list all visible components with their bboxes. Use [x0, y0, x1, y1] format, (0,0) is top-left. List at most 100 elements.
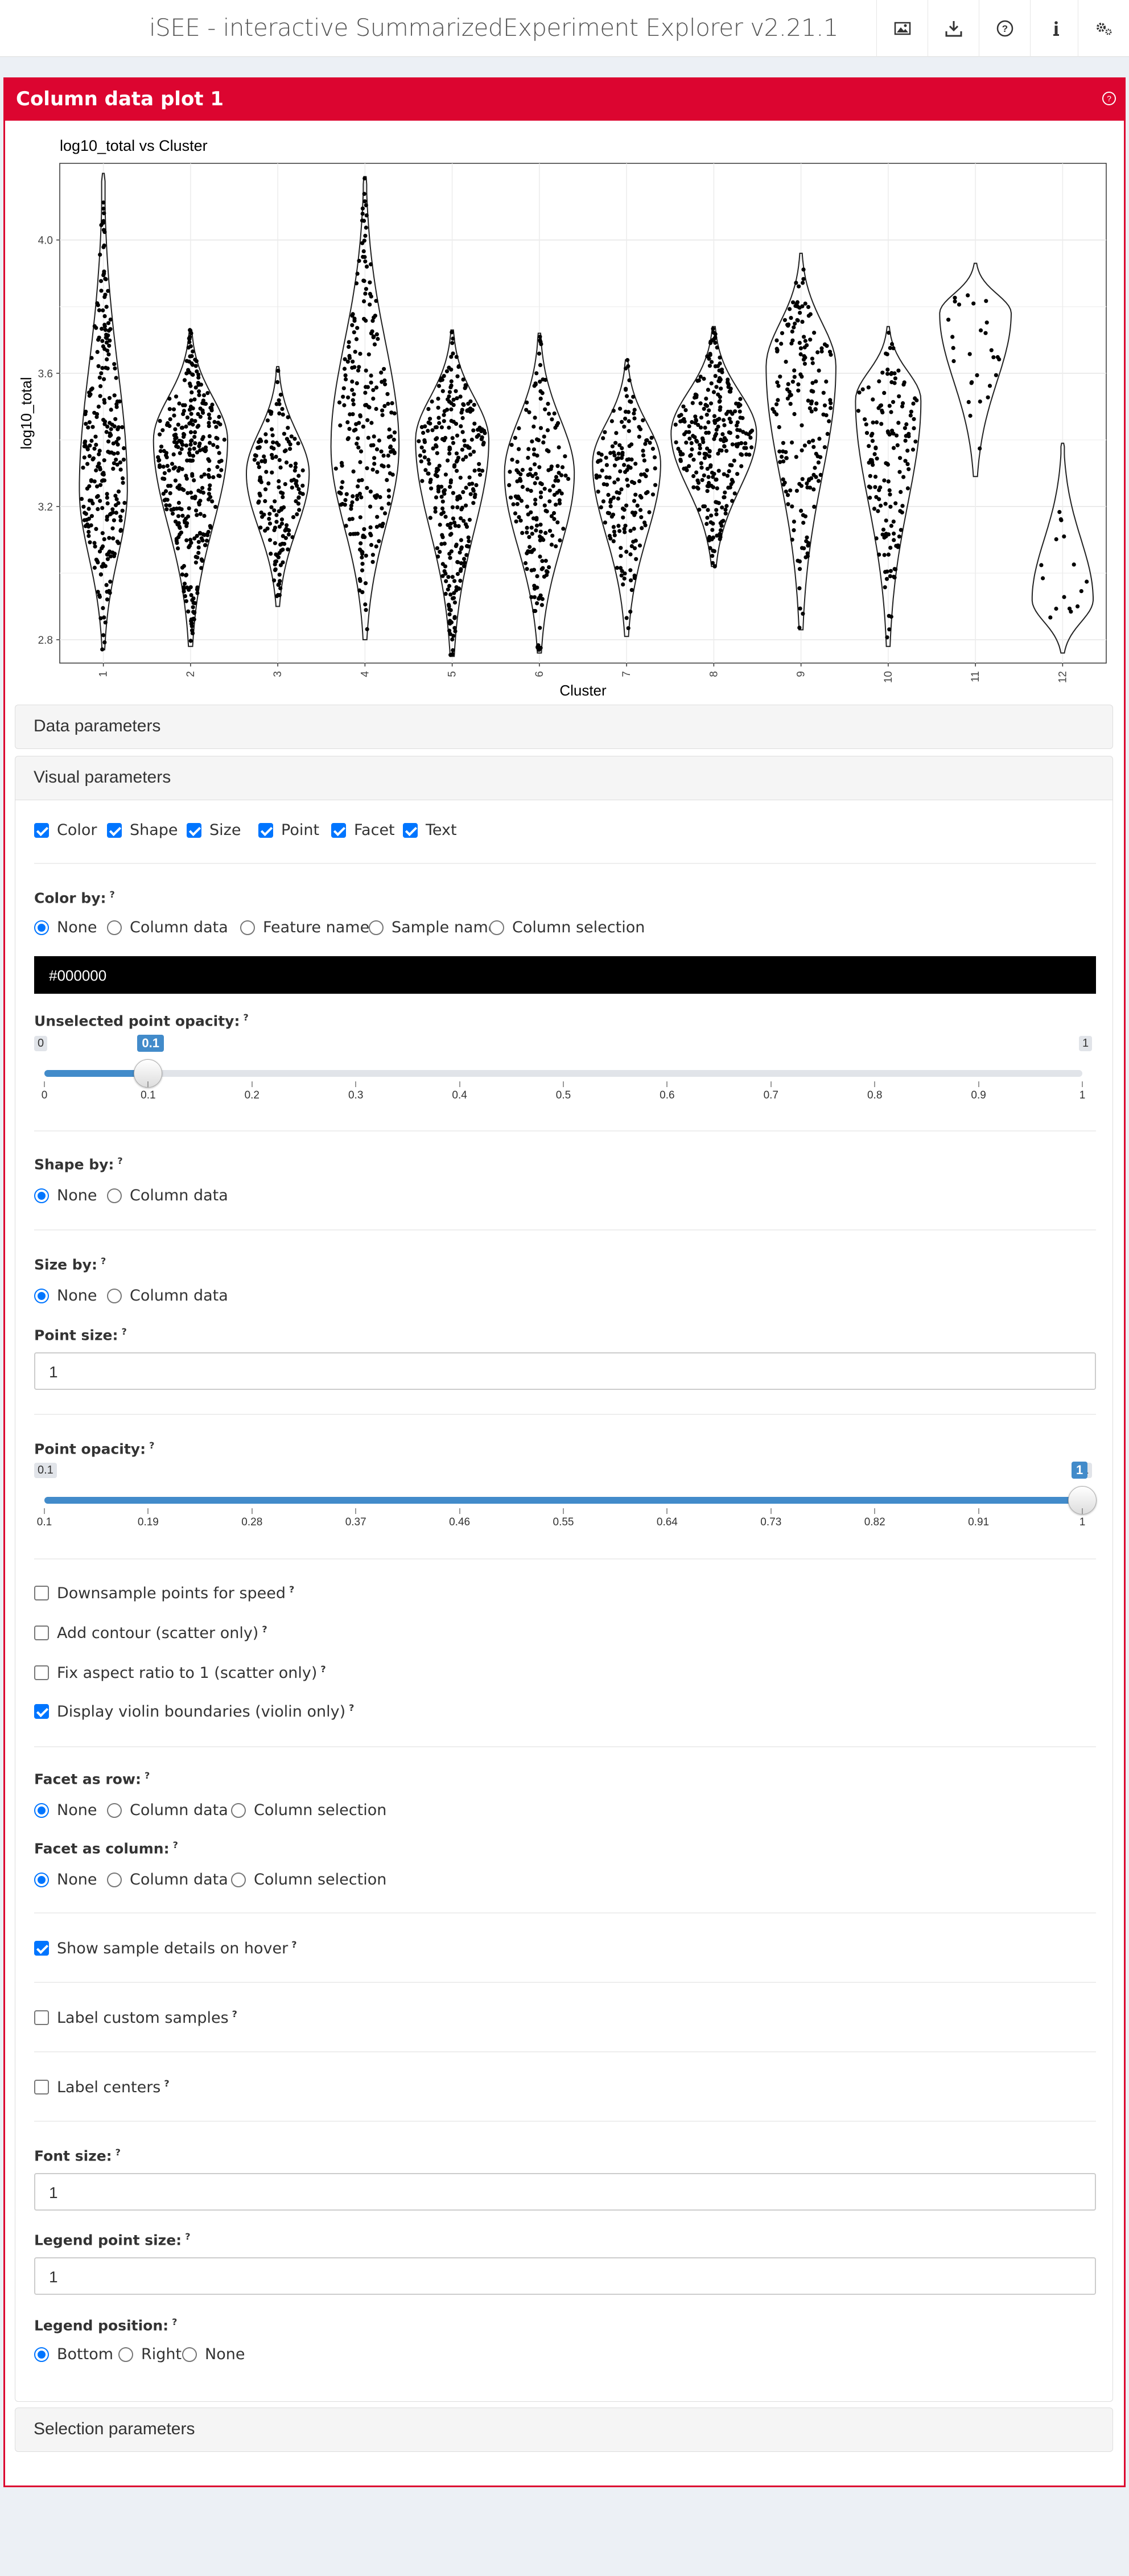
toggle-shape-checkbox[interactable]	[107, 823, 122, 838]
radio-sample-name[interactable]	[369, 920, 384, 935]
data-point	[866, 385, 871, 390]
data-point	[270, 470, 274, 475]
data-point	[195, 450, 199, 455]
radio-column-data[interactable]	[107, 1803, 122, 1818]
data-point	[514, 519, 518, 524]
radio-column-selection[interactable]	[231, 1803, 246, 1818]
display-violin-boundaries-violin-only-checkbox[interactable]	[34, 1704, 49, 1719]
radio-none[interactable]	[34, 1289, 49, 1303]
data-point	[356, 368, 361, 373]
data-point	[699, 415, 704, 420]
visual-parameters-header[interactable]: Visual parameters	[15, 756, 1113, 800]
settings-button[interactable]	[1078, 0, 1129, 57]
radio-none[interactable]	[34, 920, 49, 935]
data-point	[442, 409, 447, 413]
font-size-input[interactable]: 1	[34, 2173, 1096, 2211]
data-point	[889, 371, 894, 376]
data-point	[423, 424, 427, 429]
legend-point-size-input[interactable]: 1	[34, 2257, 1096, 2295]
slider-track[interactable]	[44, 1070, 1082, 1077]
fix-aspect-ratio-to-1-scatter-only-checkbox[interactable]	[34, 1665, 49, 1680]
data-point	[552, 492, 557, 497]
data-point	[207, 424, 211, 429]
radio-column-data[interactable]	[107, 1188, 122, 1203]
data-point	[180, 425, 185, 430]
data-point	[205, 391, 210, 396]
radio-feature-name[interactable]	[240, 920, 255, 935]
data-point	[392, 438, 396, 442]
data-point	[808, 338, 813, 342]
data-point	[190, 631, 195, 636]
data-point	[788, 488, 793, 493]
label-custom-samples-checkbox[interactable]	[34, 2010, 49, 2025]
data-point	[797, 586, 802, 591]
data-point	[436, 467, 440, 472]
data-point	[428, 421, 432, 426]
info-button[interactable]	[1030, 0, 1081, 57]
radio-none[interactable]	[34, 1873, 49, 1887]
toggle-text-checkbox[interactable]	[403, 823, 418, 838]
violin-plot[interactable]: log10_total vs ClusterClusterlog10_total…	[11, 128, 1118, 703]
help-tour-button[interactable]: ?	[979, 0, 1030, 57]
radio-column-data[interactable]	[107, 920, 122, 935]
data-point	[617, 529, 622, 533]
data-point	[913, 439, 918, 444]
data-point	[472, 402, 476, 407]
data-point	[464, 503, 468, 508]
data-point	[448, 632, 453, 636]
radio-right[interactable]	[118, 2347, 133, 2362]
data-point	[462, 557, 467, 561]
data-point	[108, 431, 112, 436]
point-size-input[interactable]: 1	[34, 1352, 1096, 1390]
export-image-button[interactable]	[876, 0, 928, 57]
slider-tick	[1082, 1081, 1083, 1087]
data-point	[727, 417, 732, 421]
radio-bottom[interactable]	[34, 2347, 49, 2362]
selection-parameters-header[interactable]: Selection parameters	[15, 2408, 1113, 2452]
data-point	[801, 268, 806, 272]
data-point	[89, 514, 94, 519]
data-point	[278, 392, 283, 397]
radio-none[interactable]	[34, 1188, 49, 1203]
data-point	[389, 450, 393, 454]
data-point	[557, 498, 562, 503]
label-centers-checkbox[interactable]	[34, 2080, 49, 2094]
data-point	[633, 511, 638, 515]
question-circle-icon[interactable]: ?	[1101, 90, 1118, 107]
data-point	[984, 299, 988, 303]
radio-column-data[interactable]	[107, 1873, 122, 1887]
show-sample-details-on-hover-checkbox[interactable]	[34, 1941, 49, 1956]
downsample-points-for-speed-checkbox[interactable]	[34, 1586, 49, 1600]
download-button[interactable]	[928, 0, 979, 57]
data-point	[360, 211, 365, 216]
radio-column-data[interactable]	[107, 1289, 122, 1303]
data-point	[89, 479, 93, 483]
data-point	[454, 389, 458, 393]
data-point	[827, 419, 831, 423]
data-point	[186, 368, 191, 372]
toggle-point-checkbox[interactable]	[258, 823, 273, 838]
data-point	[884, 577, 889, 581]
data-point	[286, 547, 290, 552]
add-contour-scatter-only-checkbox[interactable]	[34, 1626, 49, 1640]
data-parameters-header[interactable]: Data parameters	[15, 705, 1113, 749]
radio-column-selection[interactable]	[231, 1873, 246, 1887]
radio-column-selection[interactable]	[489, 920, 504, 935]
radio-none[interactable]	[34, 1803, 49, 1818]
data-point	[105, 597, 110, 602]
data-point	[527, 410, 531, 414]
data-point	[184, 474, 188, 478]
data-point	[705, 516, 710, 520]
data-point	[611, 409, 616, 413]
color-picker-input[interactable]: #000000	[34, 956, 1096, 994]
toggle-facet-checkbox[interactable]	[331, 823, 346, 838]
facet-column-label: Facet as column:?	[34, 1840, 178, 1857]
data-point	[805, 481, 809, 486]
data-point	[786, 323, 790, 328]
data-point	[450, 341, 455, 345]
data-point	[538, 389, 543, 393]
data-point	[528, 467, 533, 472]
toggle-color-checkbox[interactable]	[34, 823, 49, 838]
radio-none[interactable]	[182, 2347, 197, 2362]
toggle-size-checkbox[interactable]	[187, 823, 201, 838]
